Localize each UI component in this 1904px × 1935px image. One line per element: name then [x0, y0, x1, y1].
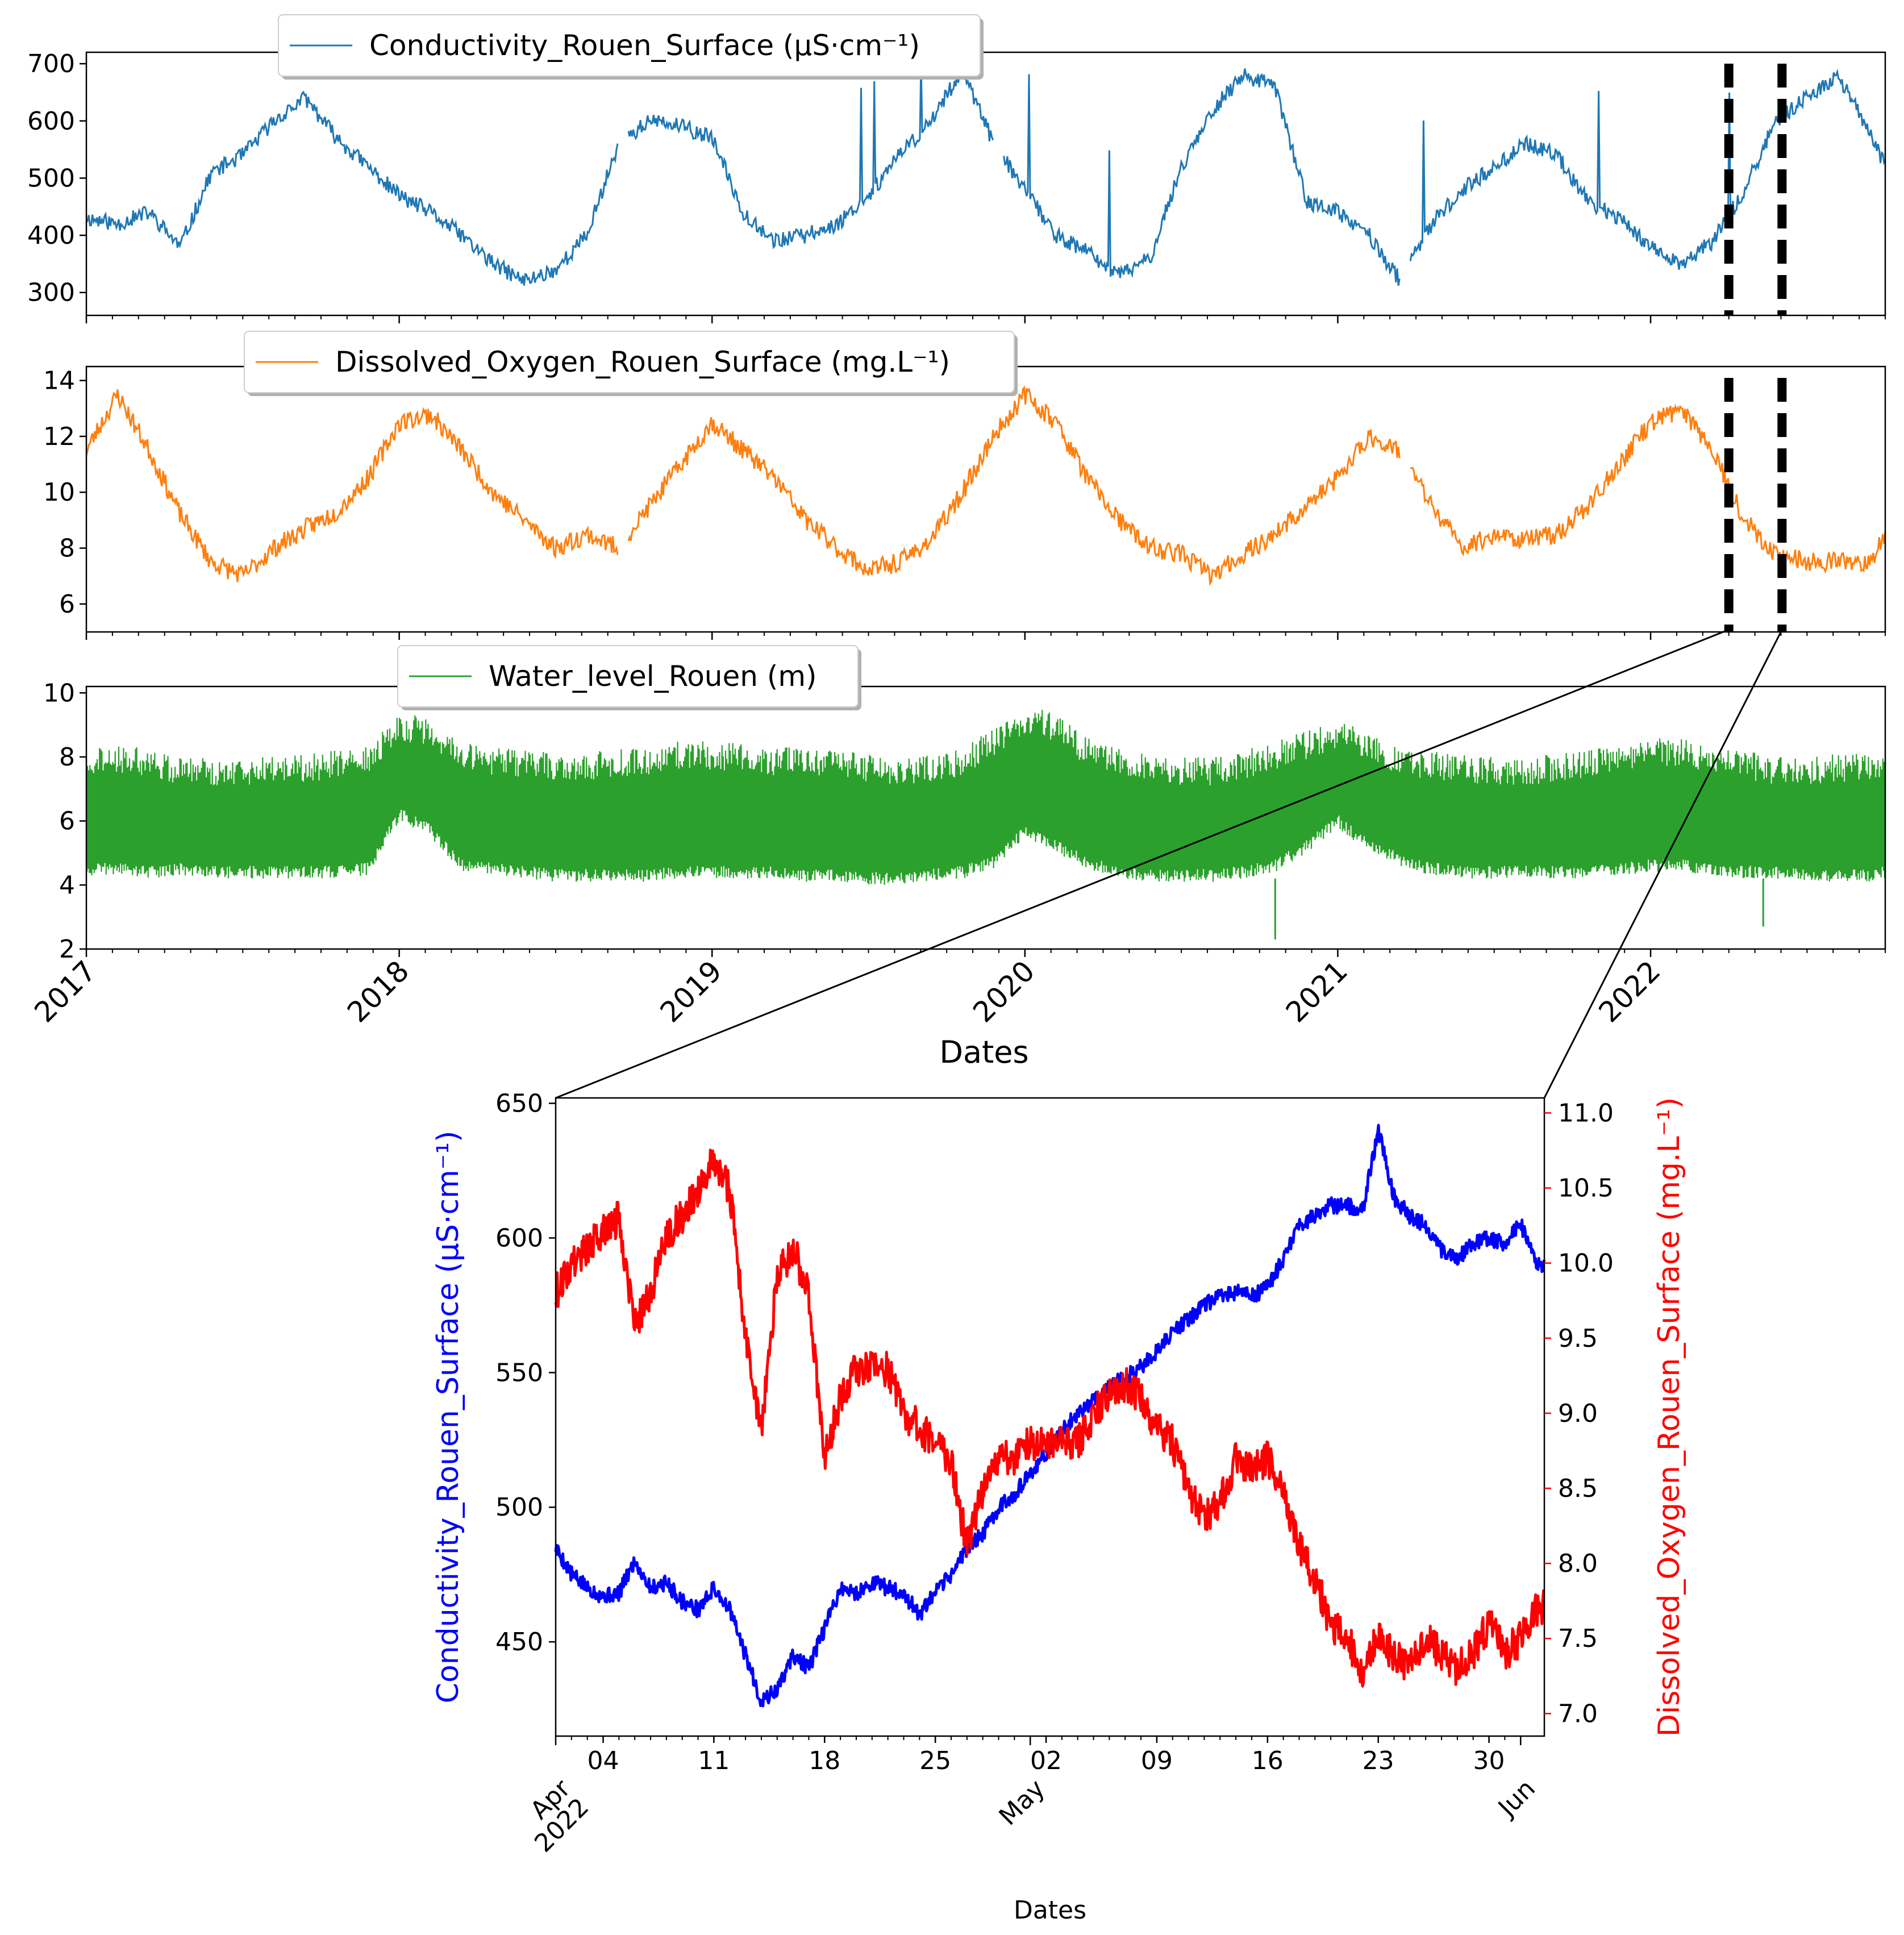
legend-label: Dissolved_Oxygen_Rouen_Surface (mg.L⁻¹) [335, 346, 950, 378]
right-y-tick-label: 8.5 [1558, 1474, 1598, 1503]
axes-frame [85, 685, 1886, 950]
x-week-tick-label: 23 [1363, 1746, 1394, 1775]
x-week-tick-label: 30 [1473, 1746, 1505, 1775]
legend-box [397, 645, 859, 708]
conductivity-panel: 300 400 500 600 700 Conductivity_Rouen_Surfac… [27, 14, 1886, 323]
connector-right [1543, 629, 1783, 1098]
y-tick-label: 10 [43, 478, 75, 507]
conductivity-line [85, 64, 1886, 286]
y-tick-label: 6 [59, 807, 75, 836]
x-week-tick-label: 11 [698, 1746, 730, 1775]
y-tick-label: 400 [27, 221, 75, 250]
y-tick-label: 4 [59, 871, 75, 900]
right-y-tick-label: 8.0 [1558, 1549, 1598, 1578]
left-y-tick-label: 450 [495, 1628, 543, 1657]
connector-left [555, 629, 1730, 1099]
y-tick-label: 700 [27, 49, 75, 78]
left-y-tick-label: 550 [495, 1358, 543, 1387]
legend-box [278, 14, 981, 77]
y-tick-label: 2 [59, 935, 75, 964]
axes-frame [85, 51, 1886, 317]
right-y-tick-label: 10.0 [1558, 1249, 1614, 1278]
x-week-tick-label: 25 [919, 1746, 951, 1775]
left-y-tick-label: 500 [495, 1493, 543, 1522]
y-tick-label: 8 [59, 743, 75, 772]
oxygen-line [85, 385, 1886, 586]
y-tick-label: 10 [43, 679, 75, 708]
legend-label: Conductivity_Rouen_Surface (µS·cm⁻¹) [369, 29, 920, 62]
y-tick-label: 600 [27, 107, 75, 136]
right-y-tick-label: 9.5 [1558, 1324, 1598, 1353]
x-axis-label: Dates [939, 1034, 1028, 1070]
left-y-axis-label: Conductivity_Rouen_Surface (µS·cm⁻¹) [431, 1131, 465, 1704]
zoom-axes-frame [555, 1097, 1545, 1737]
y-tick-label: 12 [43, 422, 75, 451]
right-y-tick-label: 7.5 [1558, 1624, 1598, 1653]
right-y-tick-label: 9.0 [1558, 1399, 1598, 1428]
x-week-tick-label: 04 [588, 1746, 619, 1775]
zoom-connector-lines [555, 629, 1783, 1099]
right-y-tick-label: 11.0 [1558, 1098, 1614, 1127]
oxygen-panel: 6 8 10 12 14 Dissolved_Oxygen_Rouen_Surface (… [43, 331, 1886, 640]
y-tick-label: 500 [27, 164, 75, 193]
zoom-x-axis-label: Dates [1014, 1896, 1086, 1925]
x-week-tick-label: 09 [1141, 1746, 1173, 1775]
x-week-tick-label: 16 [1252, 1746, 1284, 1775]
y-tick-label: 14 [43, 367, 75, 396]
x-week-tick-label: 18 [809, 1746, 840, 1775]
zoom-oxygen-line [554, 1148, 1545, 1688]
x-week-tick-label: 02 [1030, 1746, 1062, 1775]
legend-box [244, 331, 1015, 393]
left-y-tick-label: 600 [495, 1224, 543, 1252]
y-tick-label: 6 [59, 590, 75, 619]
y-tick-label: 300 [27, 278, 75, 307]
right-y-axis-label: Dissolved_Oxygen_Rouen_Surface (mg.L⁻¹) [1652, 1097, 1686, 1737]
water-level-line [85, 710, 1886, 885]
right-y-tick-label: 10.5 [1558, 1174, 1614, 1203]
left-y-tick-label: 650 [495, 1089, 543, 1118]
y-tick-label: 8 [59, 534, 75, 563]
right-y-tick-label: 7.0 [1558, 1699, 1598, 1728]
legend-label: Water_level_Rouen (m) [489, 660, 817, 693]
